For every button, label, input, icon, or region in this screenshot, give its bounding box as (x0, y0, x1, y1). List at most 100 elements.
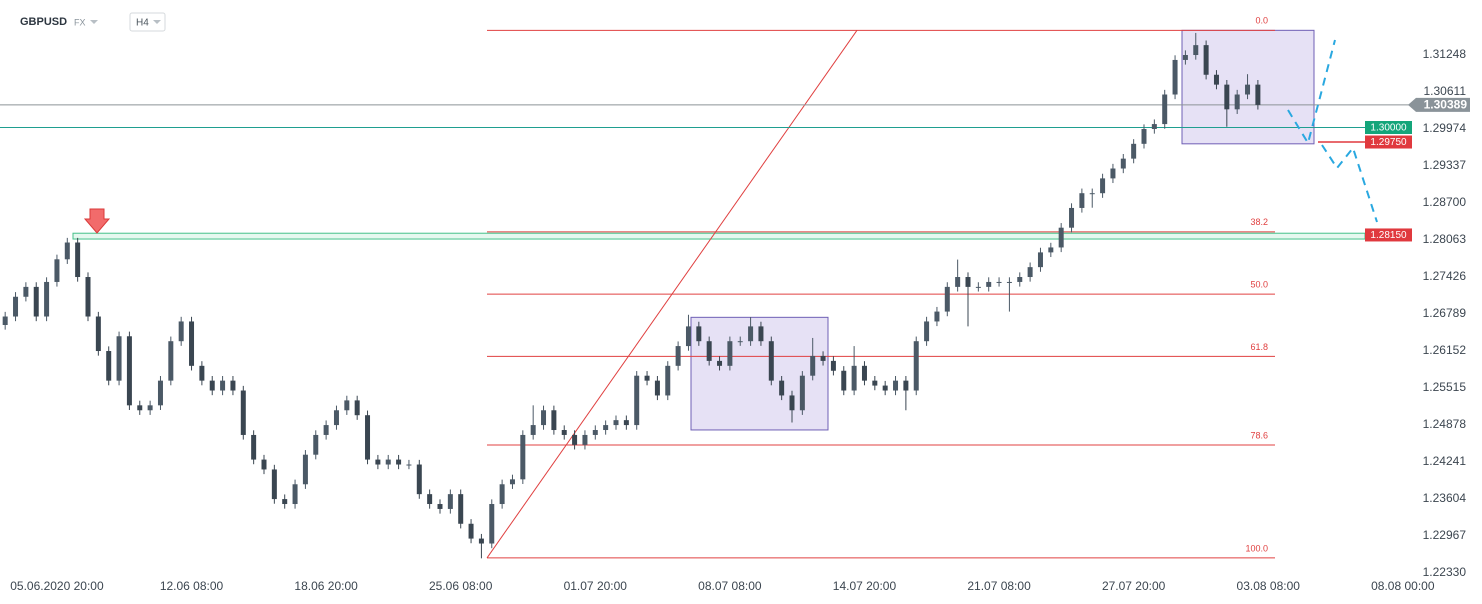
candle-body (996, 281, 1002, 283)
candle-body (1100, 178, 1106, 194)
candle-body (189, 321, 195, 366)
candle-body (861, 365, 867, 381)
candle-body (282, 499, 288, 505)
candle-body (13, 296, 19, 317)
candle-body (499, 484, 505, 505)
candle-body (975, 286, 981, 288)
candle-body (458, 494, 464, 524)
candle-body (1193, 45, 1199, 56)
x-tick-label: 08.07 08:00 (698, 579, 762, 593)
candle-body (1131, 143, 1137, 159)
y-tick-label: 1.27426 (1423, 269, 1467, 283)
candle-body (830, 360, 836, 371)
y-tick-label: 1.24878 (1423, 417, 1467, 431)
x-tick-label: 25.06 08:00 (429, 579, 493, 593)
candle-body (2, 316, 8, 325)
candle-body (354, 400, 360, 416)
candle-body (520, 434, 526, 480)
candle-body (33, 286, 39, 317)
level-badge-label: 1.29750 (1370, 137, 1407, 148)
candle-body (23, 286, 29, 297)
candle-body (768, 341, 774, 381)
y-tick-label: 1.28700 (1423, 195, 1467, 209)
y-tick-label: 1.26789 (1423, 306, 1467, 320)
candle-body (385, 459, 391, 465)
x-tick-label: 12.06 08:00 (160, 579, 224, 593)
candle-body (178, 321, 184, 342)
candle-body (1224, 84, 1230, 110)
candle-body (603, 425, 609, 431)
candle-body (717, 360, 723, 366)
fib-label: 61.8 (1250, 342, 1268, 352)
candle-body (416, 464, 422, 495)
candle-body (820, 355, 826, 361)
y-tick-label: 1.29337 (1423, 158, 1467, 172)
last-price-badge (1408, 97, 1470, 112)
y-tick-label: 1.23604 (1423, 491, 1467, 505)
candle-body (572, 434, 578, 445)
candle-body (1069, 207, 1075, 228)
candle-body (54, 259, 60, 282)
level-badge-label: 1.30000 (1370, 123, 1407, 134)
y-tick-label: 1.25515 (1423, 380, 1467, 394)
candle-body (1017, 277, 1023, 282)
candle-body (582, 434, 588, 445)
x-tick-label: 21.07 08:00 (967, 579, 1031, 593)
x-tick-label: 14.07 20:00 (833, 579, 897, 593)
candle-body (955, 277, 961, 287)
candle-body (893, 380, 899, 391)
candle-body (1027, 267, 1033, 278)
y-tick-label: 1.22967 (1423, 528, 1467, 542)
candle-body (468, 523, 474, 539)
candle-body (1245, 84, 1251, 95)
candle-body (1203, 45, 1209, 75)
trend-line (486, 30, 858, 559)
candle-body (541, 410, 547, 426)
timeframe-selector[interactable] (129, 12, 166, 32)
candle-body (561, 430, 567, 435)
candle-body (913, 341, 919, 391)
sell-arrow (83, 208, 111, 234)
candle-body (841, 370, 847, 391)
candle-body (230, 380, 236, 391)
candle-body (737, 341, 743, 343)
candle-body (685, 326, 691, 347)
candle-body (706, 341, 712, 361)
candle-body (986, 281, 992, 287)
candle-body (924, 321, 930, 342)
market-caret[interactable] (90, 20, 98, 24)
y-tick-label: 1.22330 (1423, 565, 1467, 579)
candle-body (789, 395, 795, 411)
level-badge-label: 1.28150 (1370, 230, 1407, 241)
candle-body (592, 430, 598, 435)
candle-body (1048, 247, 1054, 253)
candle-body (116, 336, 122, 381)
candle-body (478, 538, 484, 544)
candle-body (509, 479, 515, 485)
candle-body (748, 326, 754, 342)
timeframe-caret (153, 20, 161, 24)
candle-body (489, 504, 495, 544)
candle-body (75, 242, 81, 278)
candle-body (427, 494, 433, 505)
x-tick-label: 27.07 20:00 (1102, 579, 1166, 593)
candle-body (1058, 227, 1064, 248)
candle-body (365, 415, 371, 460)
candle-body (396, 459, 402, 465)
candle-body (199, 365, 205, 381)
candle-body (727, 341, 733, 366)
candle-body (44, 281, 50, 317)
candle-body (1037, 252, 1043, 268)
candle-body (240, 390, 246, 435)
candle-body (406, 464, 412, 466)
support-zone (72, 232, 1366, 240)
candle-body (220, 380, 226, 391)
y-tick-label: 1.24241 (1423, 454, 1467, 468)
candle-body (344, 400, 350, 411)
candle-body (323, 425, 329, 435)
fib-label: 38.2 (1250, 217, 1268, 227)
y-tick-label: 1.29974 (1423, 121, 1467, 135)
candle-body (292, 484, 298, 505)
candle-body (302, 454, 308, 485)
candle-body (333, 410, 339, 426)
